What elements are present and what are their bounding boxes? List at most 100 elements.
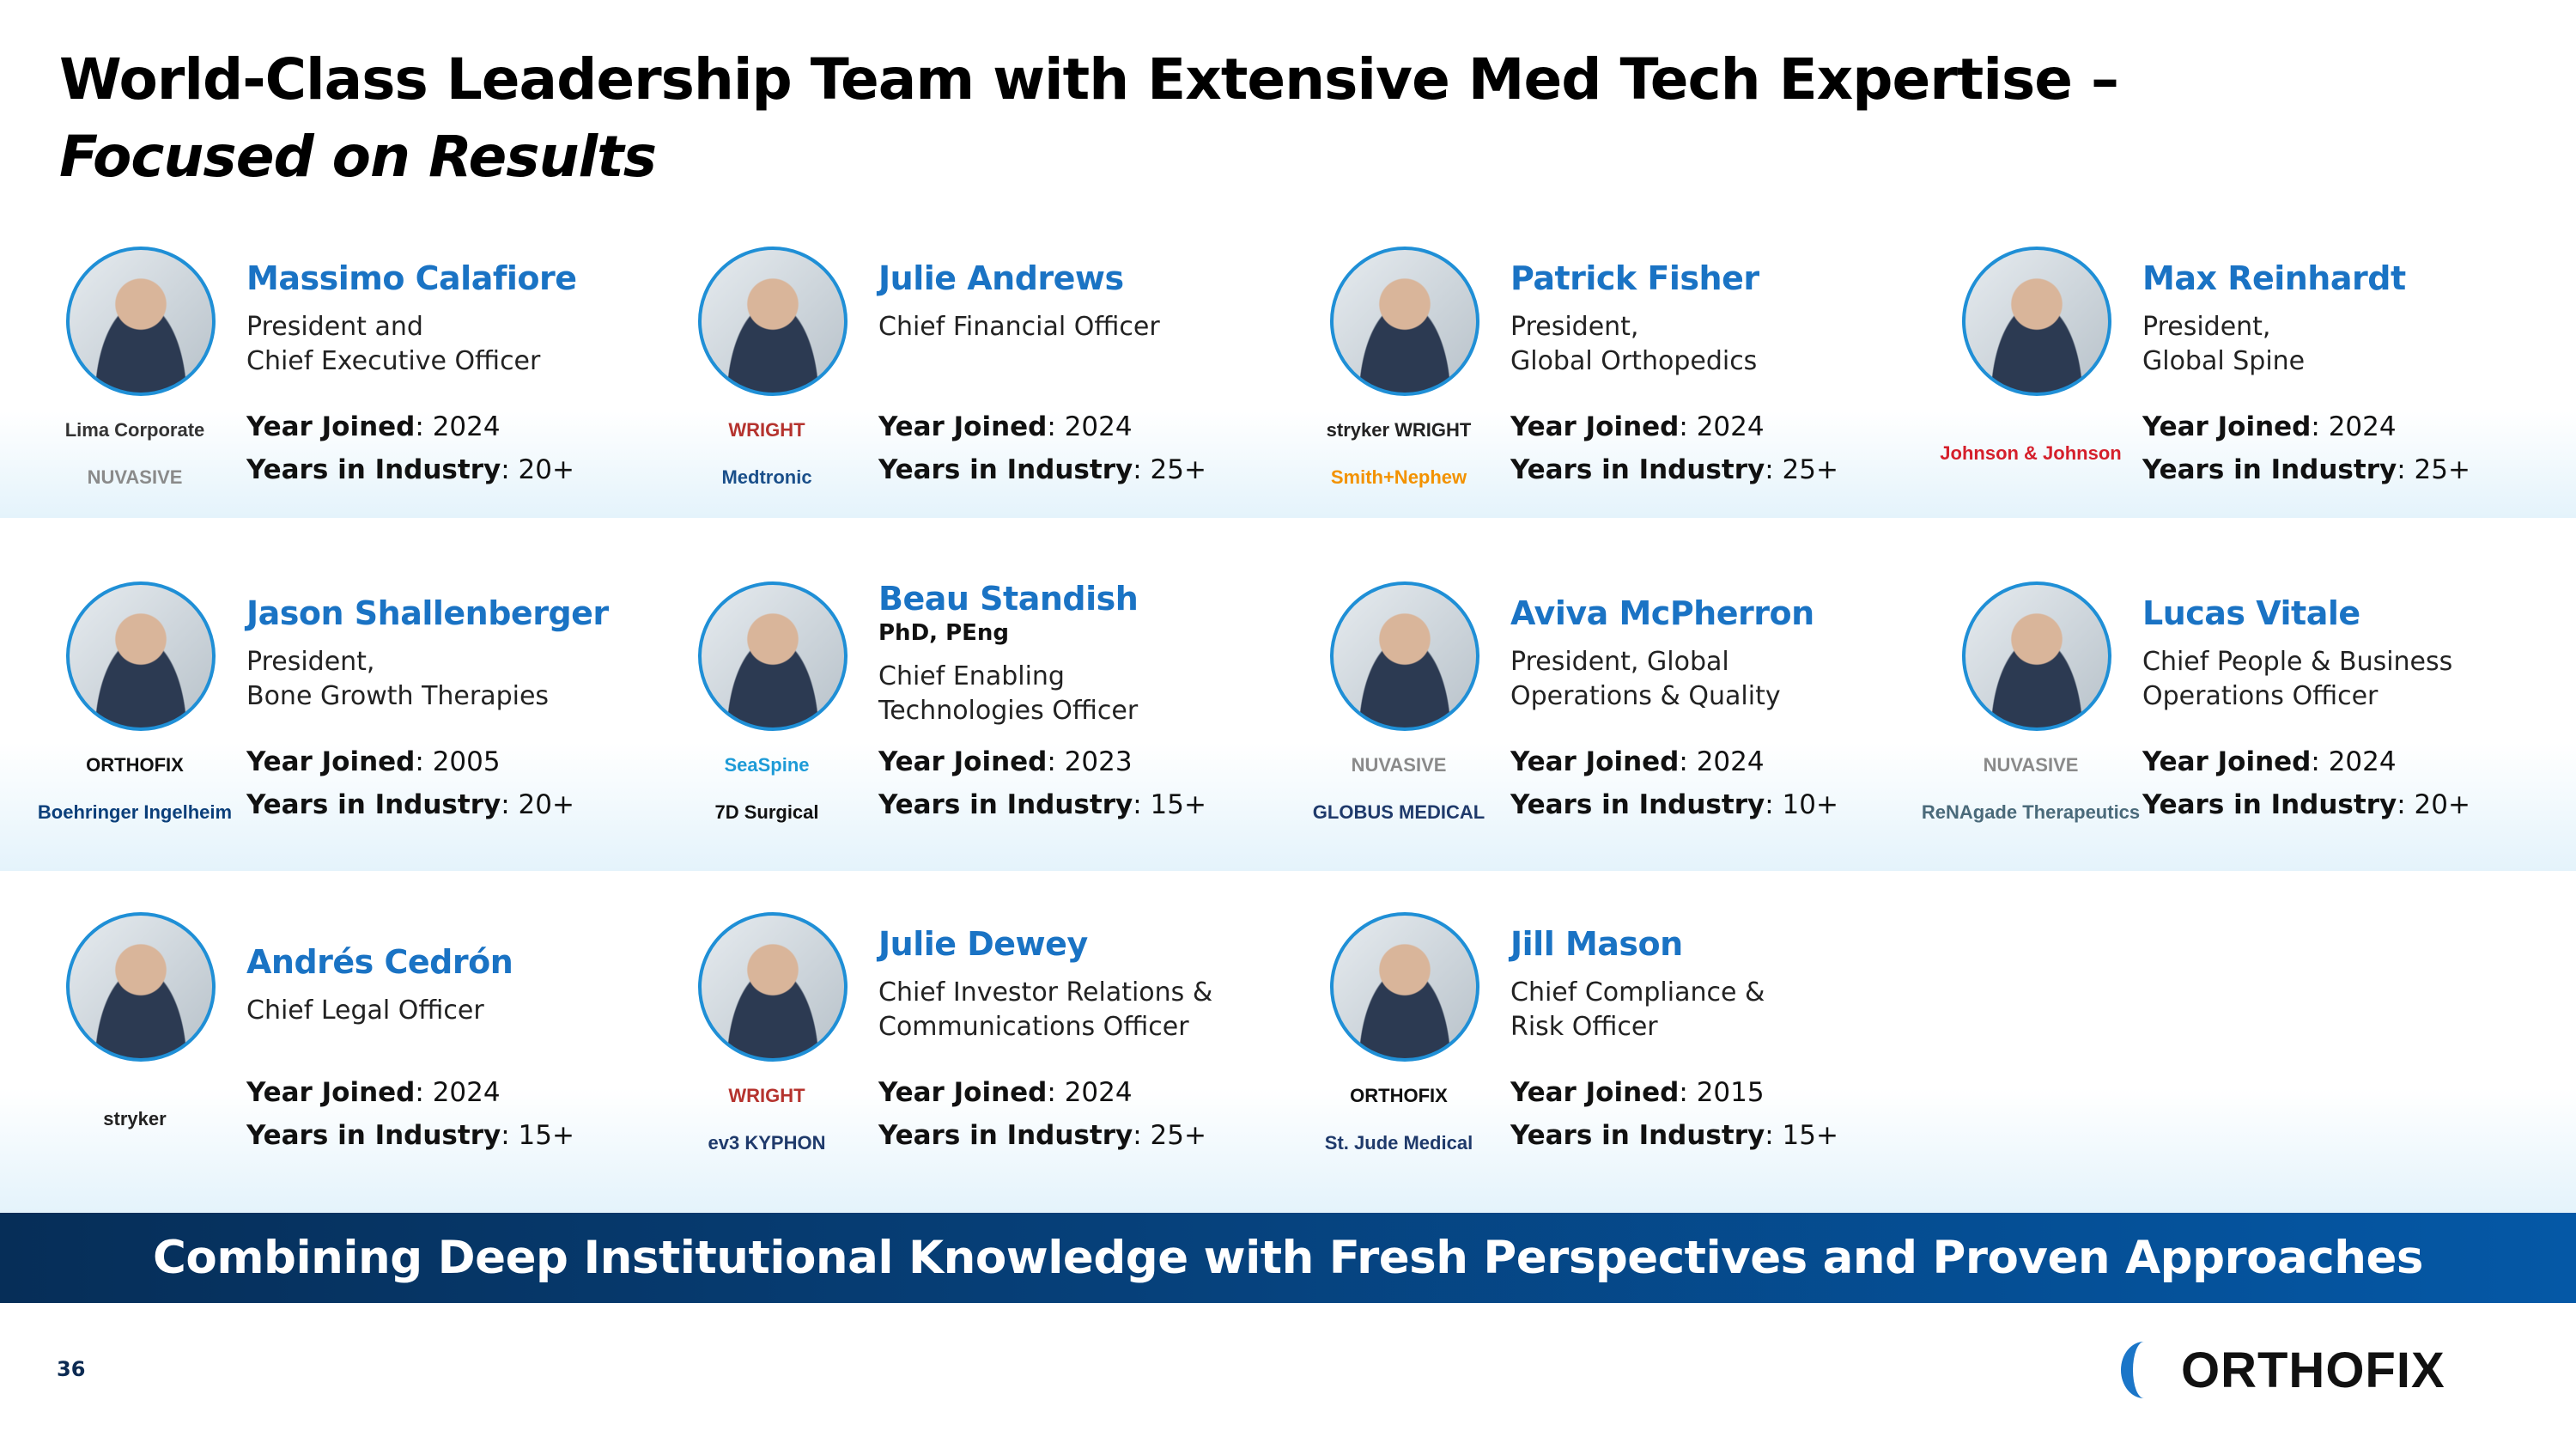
year-joined-label: Year Joined (2142, 746, 2312, 777)
years-in-industry: Years in Industry: 25+ (878, 1120, 1206, 1151)
role-line: Chief Executive Officer (246, 346, 541, 376)
years-in-industry-label: Years in Industry (878, 789, 1133, 820)
row-band-2 (0, 534, 2576, 871)
leader-card: Julie Andrews Chief Financial Officer Year… (681, 247, 1299, 530)
years-in-industry-value: 25+ (1150, 1120, 1206, 1151)
headshot-photo (1330, 912, 1479, 1062)
prior-company-logos: stryker (49, 1072, 221, 1166)
orthofix-logo: ORTHOFIX (2121, 1340, 2445, 1400)
year-joined-value: 2005 (432, 746, 501, 777)
role-line: Operations Officer (2142, 681, 2379, 711)
years-in-industry: Years in Industry: 15+ (1510, 1120, 1838, 1151)
years-in-industry-label: Years in Industry (2142, 454, 2397, 485)
year-joined-value: 2024 (2328, 411, 2397, 442)
year-joined-value: 2024 (1064, 411, 1133, 442)
year-joined: Year Joined: 2024 (878, 411, 1133, 442)
headshot-photo (66, 912, 216, 1062)
year-joined: Year Joined: 2024 (2142, 746, 2397, 777)
leader-role: Chief Financial Officer (878, 310, 1282, 344)
leader-card: Jill Mason Chief Compliance & Risk Officer… (1313, 912, 1931, 1196)
role-line: President, Global (1510, 647, 1729, 677)
prior-company-logos: Lima Corporate NUVASIVE (49, 406, 221, 501)
leader-name: Jason Shallenberger (246, 594, 609, 632)
company-logo: Boehringer Ingelheim (37, 801, 233, 823)
headshot-photo (698, 581, 848, 731)
page-number: 36 (57, 1357, 86, 1381)
role-line: Chief Enabling (878, 661, 1065, 691)
year-joined-value: 2023 (1064, 746, 1133, 777)
company-logo: WRIGHT (728, 418, 805, 441)
prior-company-logos: ORTHOFIX St. Jude Medical (1313, 1072, 1485, 1166)
prior-company-logos: WRIGHT Medtronic (681, 406, 853, 501)
company-logo: Medtronic (721, 466, 812, 488)
years-in-industry-value: 20+ (518, 789, 574, 820)
years-in-industry-label: Years in Industry (878, 454, 1133, 485)
company-logo: ReNAgade Therapeutics (1921, 801, 2141, 823)
company-logo: GLOBUS MEDICAL (1312, 801, 1485, 823)
headshot-photo (66, 247, 216, 396)
year-joined-label: Year Joined (246, 746, 416, 777)
years-in-industry: Years in Industry: 20+ (246, 789, 574, 820)
prior-company-logos: NUVASIVE ReNAgade Therapeutics (1922, 741, 2140, 836)
company-logo: 7D Surgical (714, 801, 819, 823)
leader-role: President, Global Spine (2142, 310, 2546, 379)
year-joined-label: Year Joined (1510, 411, 1680, 442)
year-joined-label: Year Joined (878, 1077, 1048, 1108)
leader-role: Chief Compliance & Risk Officer (1510, 976, 1914, 1044)
years-in-industry-label: Years in Industry (246, 454, 501, 485)
role-line: Risk Officer (1510, 1012, 1658, 1042)
role-line: Chief Legal Officer (246, 995, 484, 1026)
years-in-industry-value: 25+ (2414, 454, 2470, 485)
brand-name: ORTHOFIX (2181, 1342, 2445, 1398)
company-logo: SeaSpine (724, 753, 810, 776)
leader-card: Patrick Fisher President, Global Orthopedi… (1313, 247, 1931, 530)
role-line: Global Orthopedics (1510, 346, 1758, 376)
role-line: Technologies Officer (878, 696, 1139, 726)
headshot-photo (1962, 247, 2111, 396)
company-logo: stryker (103, 1108, 167, 1129)
years-in-industry: Years in Industry: 20+ (2142, 789, 2470, 820)
orthofix-mark-icon (2121, 1342, 2167, 1398)
leader-role: President, Global Operations & Quality (1510, 645, 1914, 714)
leader-role: President, Global Orthopedics (1510, 310, 1914, 379)
leader-name: Jill Mason (1510, 925, 1683, 963)
leader-name: Max Reinhardt (2142, 259, 2406, 297)
year-joined: Year Joined: 2005 (246, 746, 501, 777)
year-joined: Year Joined: 2024 (1510, 411, 1765, 442)
years-in-industry-value: 15+ (1782, 1120, 1838, 1151)
years-in-industry: Years in Industry: 20+ (246, 454, 574, 485)
years-in-industry: Years in Industry: 15+ (878, 789, 1206, 820)
company-logo: NUVASIVE (1983, 753, 2079, 776)
years-in-industry-value: 20+ (518, 454, 574, 485)
headshot-photo (1330, 247, 1479, 396)
leader-name: Andrés Cedrón (246, 943, 513, 981)
title-line-2: Focused on Results (59, 124, 657, 190)
role-line: Chief Financial Officer (878, 312, 1160, 342)
year-joined-label: Year Joined (2142, 411, 2312, 442)
role-line: Bone Growth Therapies (246, 681, 550, 711)
leader-card: Massimo Calafiore President and Chief Exec… (49, 247, 667, 530)
tagline-banner: Combining Deep Institutional Knowledge w… (0, 1213, 2576, 1303)
leader-role: Chief People & Business Operations Office… (2142, 645, 2546, 714)
year-joined-value: 2024 (2328, 746, 2397, 777)
year-joined-label: Year Joined (246, 411, 416, 442)
year-joined-value: 2024 (432, 411, 501, 442)
year-joined-label: Year Joined (1510, 1077, 1680, 1108)
company-logo: Smith+Nephew (1330, 466, 1467, 488)
company-logo: Johnson & Johnson (1940, 442, 2122, 464)
leader-role: President and Chief Executive Officer (246, 310, 650, 379)
year-joined-label: Year Joined (878, 746, 1048, 777)
company-logo: WRIGHT (728, 1084, 805, 1106)
title-line-1: World-Class Leadership Team with Extensi… (59, 46, 2119, 113)
prior-company-logos: SeaSpine 7D Surgical (681, 741, 853, 836)
year-joined-label: Year Joined (878, 411, 1048, 442)
headshot-photo (66, 581, 216, 731)
year-joined: Year Joined: 2024 (246, 1077, 501, 1108)
year-joined: Year Joined: 2024 (878, 1077, 1133, 1108)
role-line: President and (246, 312, 423, 342)
leader-name: Beau Standish (878, 580, 1139, 618)
leader-card: Beau Standish PhD, PEng Chief Enabling Tech… (681, 580, 1299, 865)
year-joined: Year Joined: 2024 (1510, 746, 1765, 777)
company-logo: NUVASIVE (87, 466, 183, 488)
leader-card: Jason Shallenberger President, Bone Growth… (38, 581, 667, 865)
